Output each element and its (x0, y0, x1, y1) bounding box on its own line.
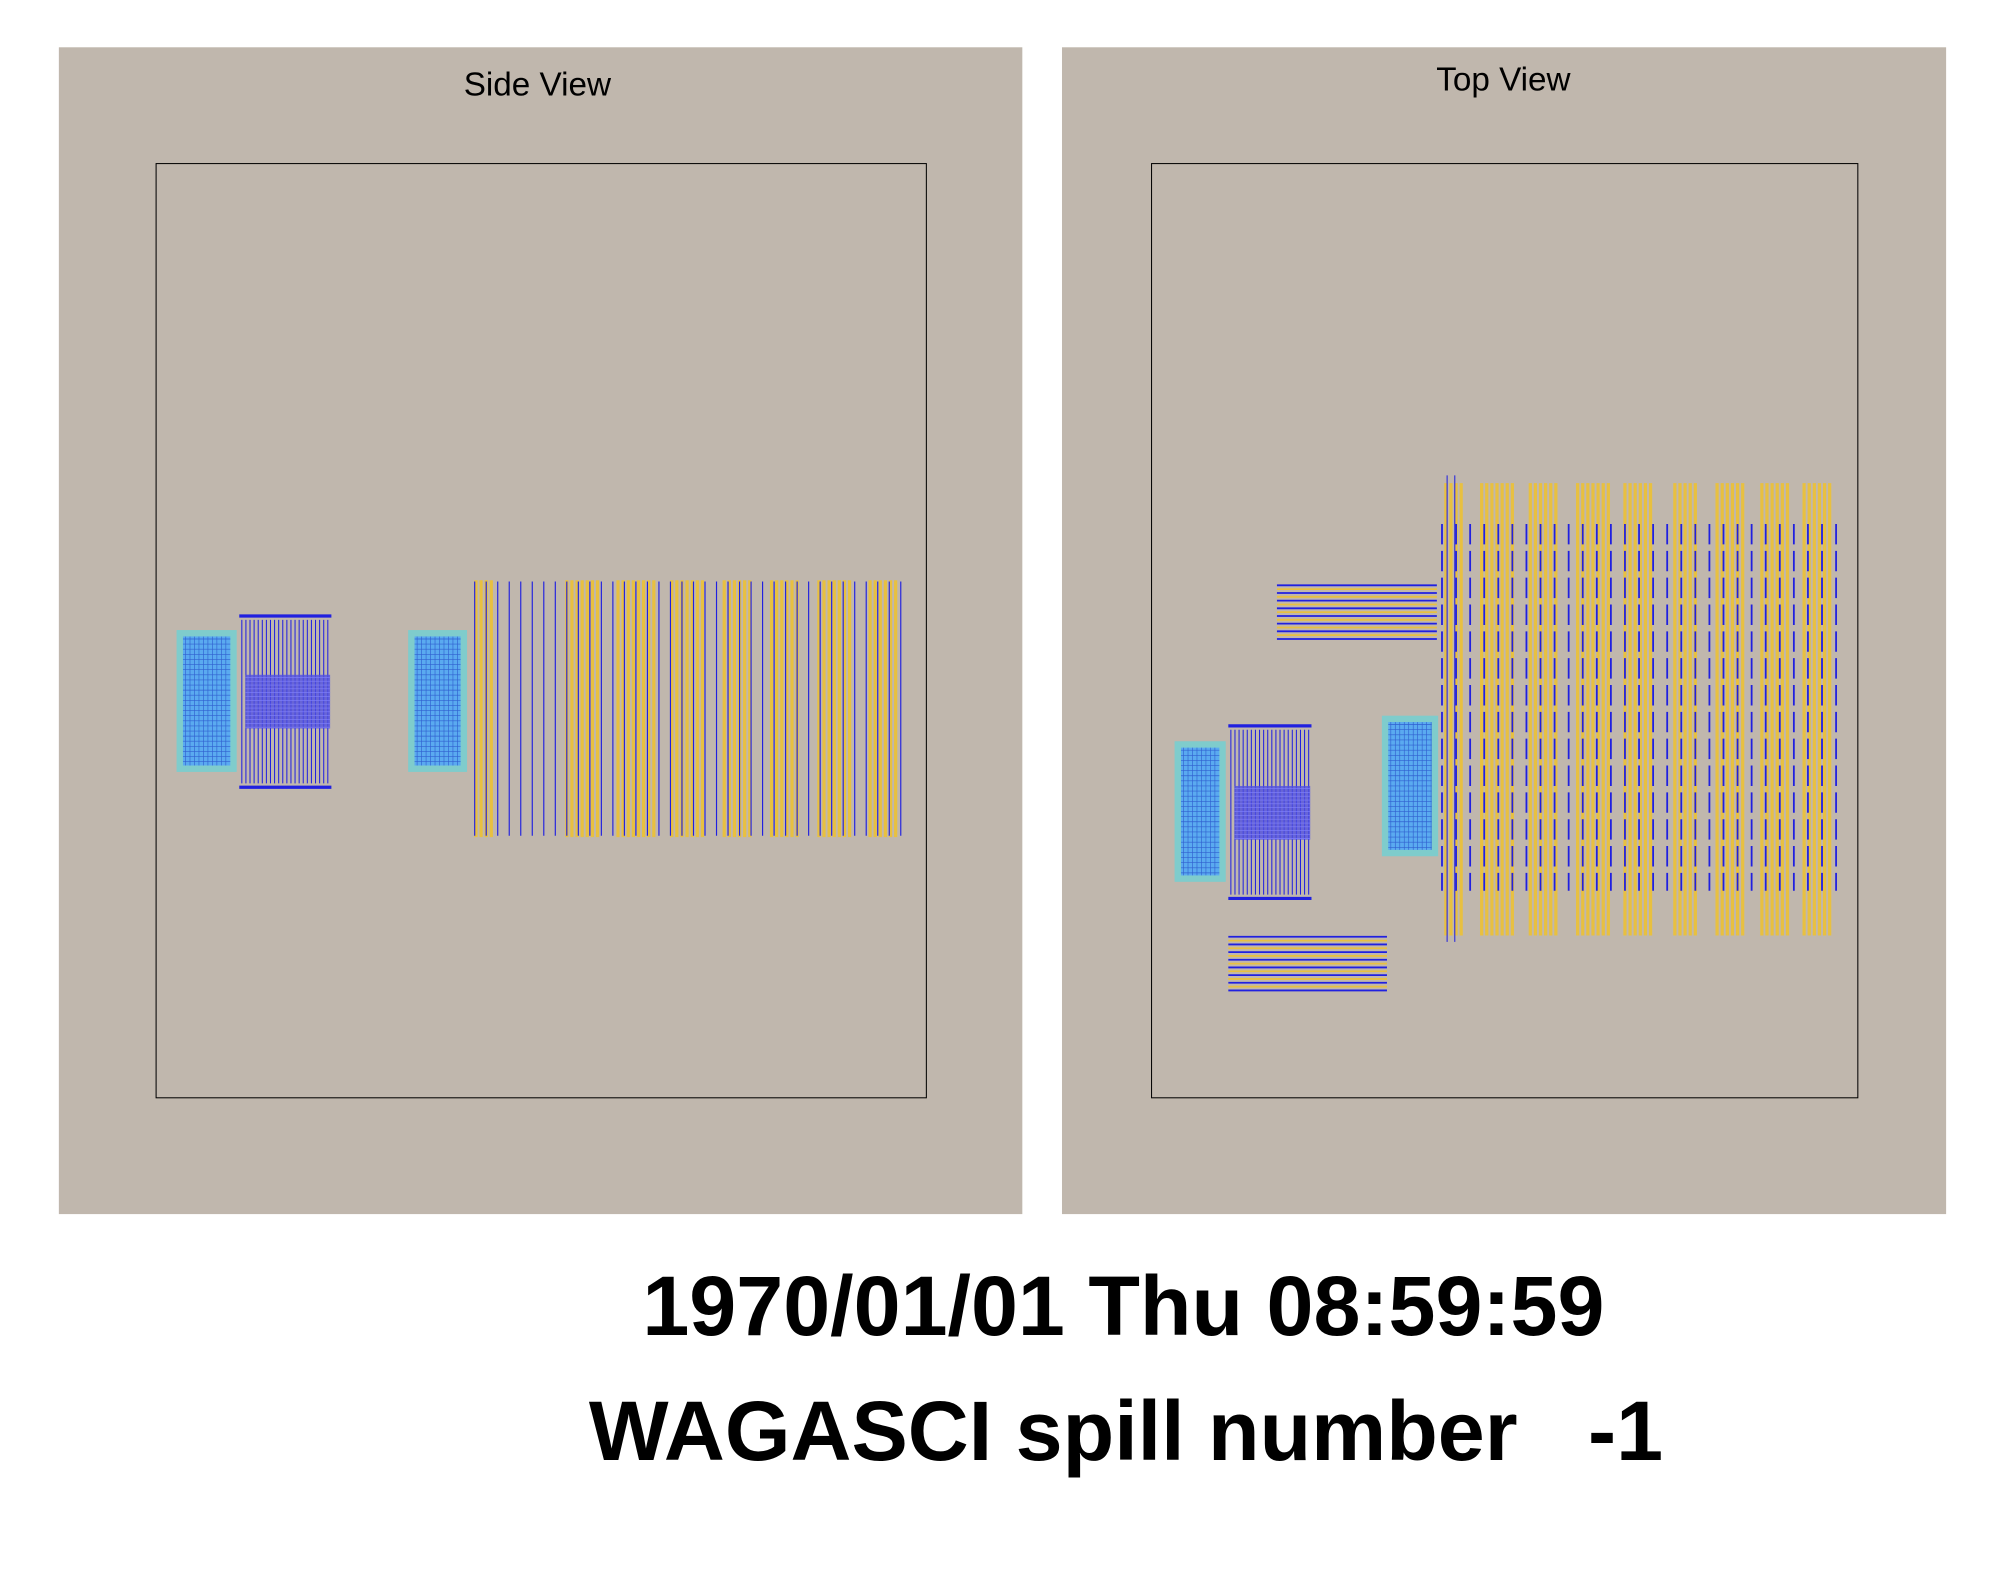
side-frame (155, 163, 927, 1099)
detectors (176, 475, 1837, 992)
top-panel (1061, 47, 1947, 1215)
top-frame (1151, 163, 1859, 1099)
scint-grid (182, 636, 231, 766)
datetime: 1970/01/01 Thu 08:59:59 (642, 1259, 1604, 1353)
top-title: Top View (1436, 62, 1571, 99)
canvas: Side View Top View 1970/01/01 Thu 08:59:… (58, 47, 1947, 1478)
spill-number: WAGASCI spill number -1 (589, 1384, 1663, 1478)
grid-region (245, 674, 331, 729)
side-title: Side View (464, 67, 612, 104)
grid-region (1234, 785, 1311, 840)
